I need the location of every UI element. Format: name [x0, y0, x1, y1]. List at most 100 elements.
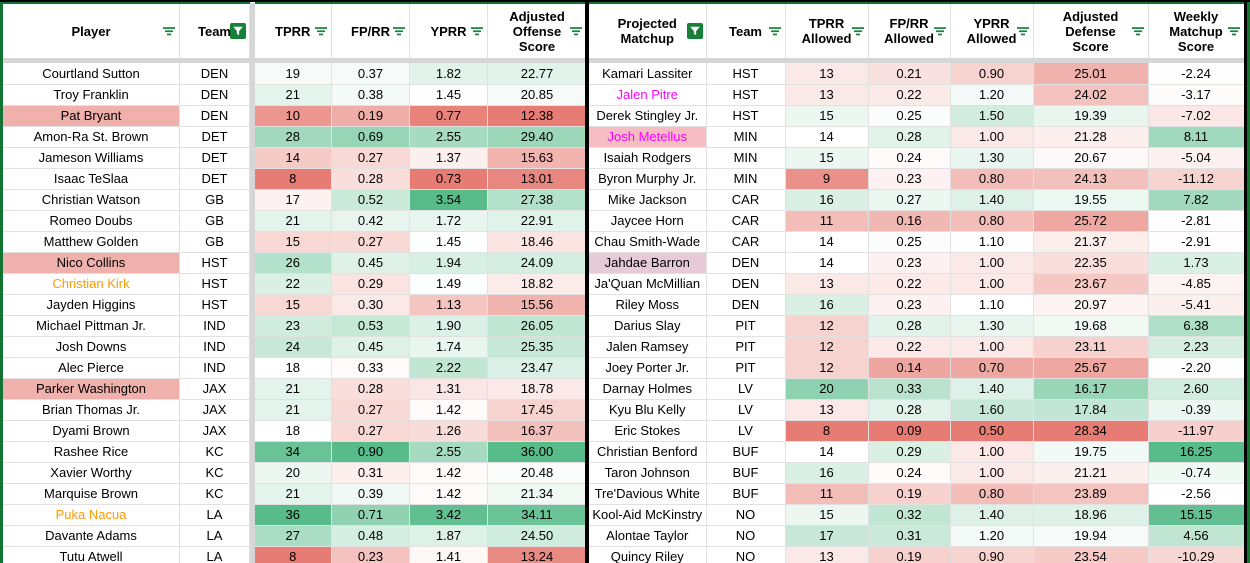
name-cell[interactable]: Eric Stokes — [589, 420, 707, 442]
adj-cell[interactable]: 18.82 — [487, 273, 587, 295]
tprr-cell[interactable]: 16 — [785, 189, 869, 211]
player-cell[interactable]: Michael Pittman Jr. — [1, 315, 180, 337]
player-cell[interactable]: Isaac TeSlaa — [1, 168, 180, 190]
adj-cell[interactable]: 24.02 — [1033, 84, 1149, 106]
adj-cell[interactable]: 20.48 — [487, 462, 587, 484]
yprr-cell[interactable]: 3.54 — [409, 189, 488, 211]
player-cell[interactable]: Nico Collins — [1, 252, 180, 274]
yprr-cell[interactable]: 1.50 — [950, 105, 1034, 127]
adj-cell[interactable]: 13.24 — [487, 546, 587, 563]
yprr-cell[interactable]: 0.73 — [409, 168, 488, 190]
tprr-cell[interactable]: 14 — [785, 441, 869, 463]
team-cell[interactable]: PIT — [706, 336, 786, 358]
tprr-cell[interactable]: 13 — [785, 399, 869, 421]
player-cell[interactable]: Tutu Atwell — [1, 546, 180, 563]
name-cell[interactable]: Kyu Blu Kelly — [589, 399, 707, 421]
tprr-cell[interactable]: 22 — [254, 273, 332, 295]
tprr-cell[interactable]: 15 — [785, 105, 869, 127]
weekly-cell[interactable]: -2.81 — [1148, 210, 1245, 232]
fprr-cell[interactable]: 0.29 — [331, 273, 410, 295]
fprr-cell[interactable]: 0.42 — [331, 210, 410, 232]
weekly-cell[interactable]: -2.91 — [1148, 231, 1245, 253]
weekly-cell[interactable]: 7.82 — [1148, 189, 1245, 211]
tprr-cell[interactable]: 19 — [254, 63, 332, 85]
player-cell[interactable]: Dyami Brown — [1, 420, 180, 442]
col-header-yprr[interactable]: YPRR Allowed — [950, 2, 1034, 58]
yprr-cell[interactable]: 1.49 — [409, 273, 488, 295]
tprr-cell[interactable]: 18 — [254, 420, 332, 442]
adj-cell[interactable]: 25.35 — [487, 336, 587, 358]
weekly-cell[interactable]: -5.41 — [1148, 294, 1245, 316]
yprr-cell[interactable]: 2.22 — [409, 357, 488, 379]
filter-icon[interactable] — [470, 24, 484, 38]
adj-cell[interactable]: 16.37 — [487, 420, 587, 442]
yprr-cell[interactable]: 0.80 — [950, 168, 1034, 190]
name-cell[interactable]: Taron Johnson — [589, 462, 707, 484]
tprr-cell[interactable]: 11 — [785, 210, 869, 232]
player-cell[interactable]: Troy Franklin — [1, 84, 180, 106]
fprr-cell[interactable]: 0.53 — [331, 315, 410, 337]
weekly-cell[interactable]: -4.85 — [1148, 273, 1245, 295]
tprr-cell[interactable]: 8 — [785, 420, 869, 442]
team-cell[interactable]: BUF — [706, 483, 786, 505]
adj-cell[interactable]: 15.63 — [487, 147, 587, 169]
weekly-cell[interactable]: 4.56 — [1148, 525, 1245, 547]
adj-cell[interactable]: 15.56 — [487, 294, 587, 316]
name-cell[interactable]: Joey Porter Jr. — [589, 357, 707, 379]
weekly-cell[interactable]: 1.73 — [1148, 252, 1245, 274]
adj-cell[interactable]: 24.50 — [487, 525, 587, 547]
adj-cell[interactable]: 18.46 — [487, 231, 587, 253]
team-cell[interactable]: DET — [179, 126, 250, 148]
filter-icon[interactable] — [314, 24, 328, 38]
team-cell[interactable]: NO — [706, 504, 786, 526]
tprr-cell[interactable]: 14 — [785, 252, 869, 274]
weekly-cell[interactable]: -5.04 — [1148, 147, 1245, 169]
name-cell[interactable]: Jalen Pitre — [589, 84, 707, 106]
adj-cell[interactable]: 22.35 — [1033, 252, 1149, 274]
fprr-cell[interactable]: 0.27 — [331, 231, 410, 253]
adj-cell[interactable]: 25.72 — [1033, 210, 1149, 232]
team-cell[interactable]: DEN — [706, 252, 786, 274]
tprr-cell[interactable]: 14 — [785, 126, 869, 148]
weekly-cell[interactable]: -2.20 — [1148, 357, 1245, 379]
weekly-cell[interactable]: -2.24 — [1148, 63, 1245, 85]
yprr-cell[interactable]: 1.82 — [409, 63, 488, 85]
player-cell[interactable]: Alec Pierce — [1, 357, 180, 379]
yprr-cell[interactable]: 1.37 — [409, 147, 488, 169]
team-cell[interactable]: MIN — [706, 126, 786, 148]
fprr-cell[interactable]: 0.22 — [868, 336, 951, 358]
adj-cell[interactable]: 23.89 — [1033, 483, 1149, 505]
tprr-cell[interactable]: 27 — [254, 525, 332, 547]
fprr-cell[interactable]: 0.19 — [868, 483, 951, 505]
team-cell[interactable]: DET — [179, 168, 250, 190]
fprr-cell[interactable]: 0.38 — [331, 84, 410, 106]
player-cell[interactable]: Amon-Ra St. Brown — [1, 126, 180, 148]
fprr-cell[interactable]: 0.28 — [331, 168, 410, 190]
yprr-cell[interactable]: 1.42 — [409, 483, 488, 505]
yprr-cell[interactable]: 1.40 — [950, 504, 1034, 526]
adj-cell[interactable]: 18.78 — [487, 378, 587, 400]
team-cell[interactable]: DEN — [706, 294, 786, 316]
yprr-cell[interactable]: 0.70 — [950, 357, 1034, 379]
name-cell[interactable]: Josh Metellus — [589, 126, 707, 148]
player-cell[interactable]: Marquise Brown — [1, 483, 180, 505]
fprr-cell[interactable]: 0.31 — [868, 525, 951, 547]
yprr-cell[interactable]: 1.74 — [409, 336, 488, 358]
tprr-cell[interactable]: 20 — [785, 378, 869, 400]
adj-cell[interactable]: 21.37 — [1033, 231, 1149, 253]
adj-cell[interactable]: 26.05 — [487, 315, 587, 337]
tprr-cell[interactable]: 23 — [254, 315, 332, 337]
team-cell[interactable]: JAX — [179, 399, 250, 421]
name-cell[interactable]: Ja'Quan McMillian — [589, 273, 707, 295]
yprr-cell[interactable]: 1.90 — [409, 315, 488, 337]
team-cell[interactable]: DEN — [179, 105, 250, 127]
team-cell[interactable]: PIT — [706, 315, 786, 337]
name-cell[interactable]: Chau Smith-Wade — [589, 231, 707, 253]
fprr-cell[interactable]: 0.23 — [331, 546, 410, 563]
adj-cell[interactable]: 21.34 — [487, 483, 587, 505]
player-cell[interactable]: Matthew Golden — [1, 231, 180, 253]
fprr-cell[interactable]: 0.27 — [331, 147, 410, 169]
fprr-cell[interactable]: 0.25 — [868, 105, 951, 127]
fprr-cell[interactable]: 0.24 — [868, 147, 951, 169]
yprr-cell[interactable]: 1.30 — [950, 147, 1034, 169]
